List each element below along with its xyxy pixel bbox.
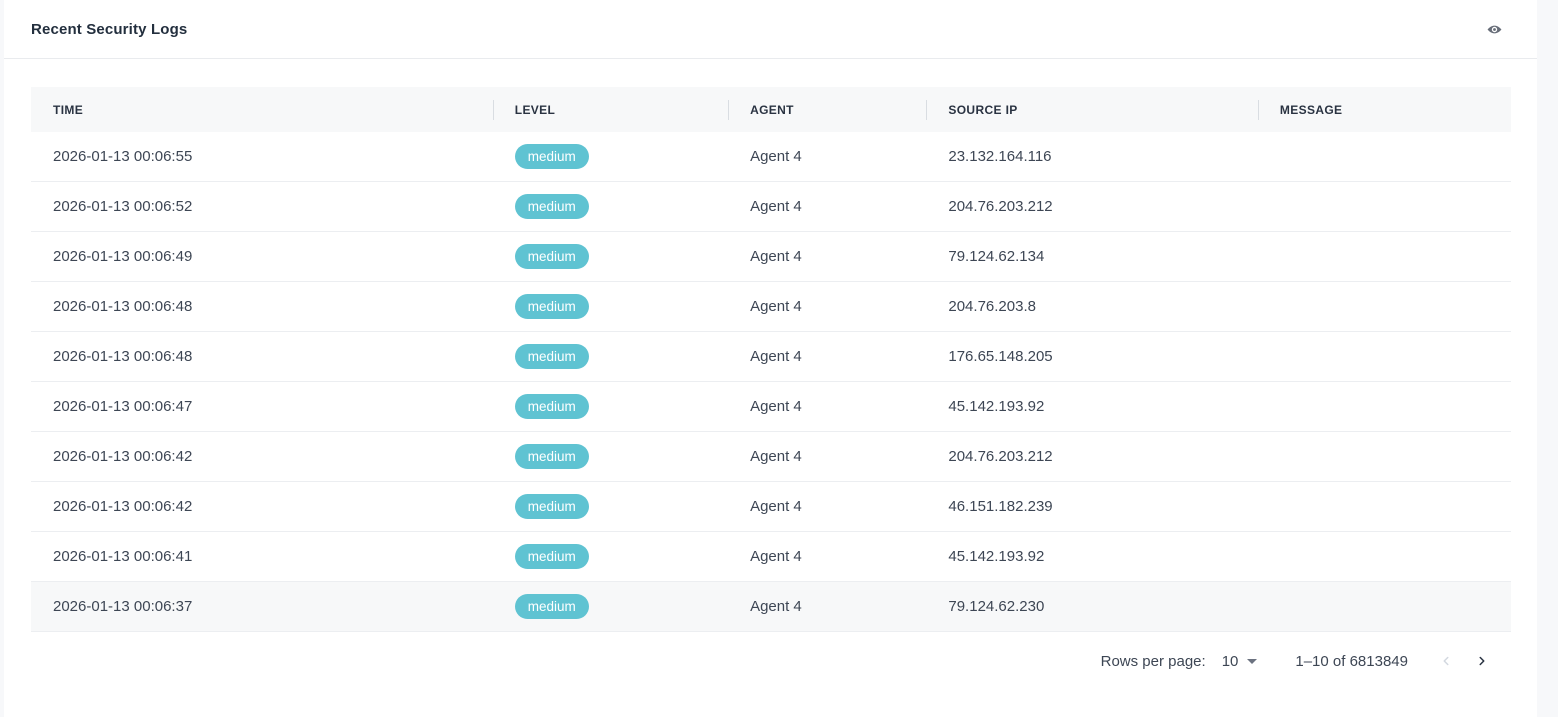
- cell-agent: Agent 4: [750, 398, 802, 415]
- cell-agent: Agent 4: [750, 248, 802, 265]
- cell-time: 2026-01-13 00:06:48: [53, 298, 193, 315]
- cell-agent: Agent 4: [750, 298, 802, 315]
- level-badge: medium: [514, 193, 589, 220]
- page-title: Recent Security Logs: [31, 20, 188, 38]
- cell-agent: Agent 4: [750, 448, 802, 465]
- chevron-right-icon: [1475, 654, 1489, 668]
- rows-per-page-select[interactable]: 10: [1222, 653, 1258, 670]
- cell-source-ip: 23.132.164.116: [948, 148, 1052, 165]
- cell-agent: Agent 4: [750, 348, 802, 365]
- previous-page-button[interactable]: [1434, 649, 1458, 673]
- cell-source-ip: 45.142.193.92: [948, 398, 1045, 415]
- cell-level: medium: [493, 593, 728, 620]
- table-row[interactable]: 2026-01-13 00:06:49 medium Agent 4 79.124.6…: [31, 232, 1511, 282]
- cell-level: medium: [493, 393, 728, 420]
- table-row[interactable]: 2026-01-13 00:06:47 medium Agent 4 45.142.1…: [31, 382, 1511, 432]
- table-body: 2026-01-13 00:06:55 medium Agent 4 23.132.1…: [31, 132, 1511, 632]
- cell-source-ip: 79.124.62.230: [948, 598, 1045, 615]
- rows-per-page-value: 10: [1221, 652, 1239, 670]
- cell-level: medium: [493, 443, 728, 470]
- table-row[interactable]: 2026-01-13 00:06:48 medium Agent 4 204.76.2…: [31, 282, 1511, 332]
- cell-agent: Agent 4: [750, 498, 802, 515]
- pagination-bar: Rows per page: 10 1–10 of 6813849: [4, 649, 1537, 673]
- chevron-down-icon: [1247, 658, 1258, 664]
- cell-agent: Agent 4: [750, 148, 802, 165]
- rows-per-page-label: Rows per page:: [1100, 652, 1206, 670]
- table-row[interactable]: 2026-01-13 00:06:52 medium Agent 4 204.76.2…: [31, 182, 1511, 232]
- cell-time: 2026-01-13 00:06:48: [53, 348, 193, 365]
- cell-level: medium: [493, 293, 728, 320]
- cell-agent: Agent 4: [750, 198, 802, 215]
- cell-time: 2026-01-13 00:06:49: [53, 248, 193, 265]
- cell-source-ip: 204.76.203.8: [948, 298, 1036, 315]
- security-logs-table: TIME LEVEL AGENT SOURCE IP MESSAGE 2026-…: [31, 87, 1511, 632]
- level-badge: medium: [514, 593, 589, 620]
- column-header-source-ip[interactable]: SOURCE IP: [926, 103, 1258, 117]
- level-badge: medium: [514, 493, 589, 520]
- cell-level: medium: [493, 493, 728, 520]
- level-badge: medium: [514, 143, 589, 170]
- cell-time: 2026-01-13 00:06:42: [53, 498, 193, 515]
- cell-source-ip: 176.65.148.205: [948, 348, 1053, 365]
- card-header: Recent Security Logs: [4, 0, 1537, 59]
- table-row[interactable]: 2026-01-13 00:06:42 medium Agent 4 204.76.2…: [31, 432, 1511, 482]
- table-row[interactable]: 2026-01-13 00:06:41 medium Agent 4 45.142.1…: [31, 532, 1511, 582]
- level-badge: medium: [514, 293, 589, 320]
- cell-source-ip: 45.142.193.92: [948, 548, 1045, 565]
- cell-time: 2026-01-13 00:06:41: [53, 548, 193, 565]
- level-badge: medium: [514, 543, 589, 570]
- table-header-row: TIME LEVEL AGENT SOURCE IP MESSAGE: [31, 87, 1511, 132]
- cell-level: medium: [493, 343, 728, 370]
- column-header-agent[interactable]: AGENT: [728, 103, 926, 117]
- table-row[interactable]: 2026-01-13 00:06:55 medium Agent 4 23.132.1…: [31, 132, 1511, 182]
- cell-agent: Agent 4: [750, 548, 802, 565]
- cell-level: medium: [493, 243, 728, 270]
- cell-level: medium: [493, 543, 728, 570]
- level-badge: medium: [514, 443, 589, 470]
- cell-time: 2026-01-13 00:06:52: [53, 198, 193, 215]
- next-page-button[interactable]: [1470, 649, 1494, 673]
- security-logs-card: Recent Security Logs TIME LEVEL AGENT SO…: [4, 0, 1537, 717]
- level-badge: medium: [514, 343, 589, 370]
- cell-agent: Agent 4: [750, 598, 802, 615]
- level-badge: medium: [514, 243, 589, 270]
- table-row[interactable]: 2026-01-13 00:06:37 medium Agent 4 79.124.6…: [31, 582, 1511, 632]
- cell-source-ip: 79.124.62.134: [948, 248, 1045, 265]
- cell-level: medium: [493, 193, 728, 220]
- cell-source-ip: 204.76.203.212: [948, 198, 1053, 215]
- cell-source-ip: 204.76.203.212: [948, 448, 1053, 465]
- cell-time: 2026-01-13 00:06:55: [53, 148, 193, 165]
- chevron-left-icon: [1439, 654, 1453, 668]
- visibility-toggle-button[interactable]: [1481, 16, 1507, 42]
- cell-time: 2026-01-13 00:06:47: [53, 398, 193, 415]
- table-row[interactable]: 2026-01-13 00:06:42 medium Agent 4 46.151.1…: [31, 482, 1511, 532]
- eye-icon: [1486, 21, 1503, 38]
- cell-time: 2026-01-13 00:06:42: [53, 448, 193, 465]
- column-header-time[interactable]: TIME: [53, 102, 84, 117]
- level-badge: medium: [514, 393, 589, 420]
- cell-time: 2026-01-13 00:06:37: [53, 598, 193, 615]
- cell-level: medium: [493, 143, 728, 170]
- cell-source-ip: 46.151.182.239: [948, 498, 1053, 515]
- column-header-message[interactable]: MESSAGE: [1258, 103, 1511, 117]
- column-header-level[interactable]: LEVEL: [493, 103, 728, 117]
- table-row[interactable]: 2026-01-13 00:06:48 medium Agent 4 176.65.1…: [31, 332, 1511, 382]
- pagination-range-label: 1–10 of 6813849: [1295, 652, 1408, 670]
